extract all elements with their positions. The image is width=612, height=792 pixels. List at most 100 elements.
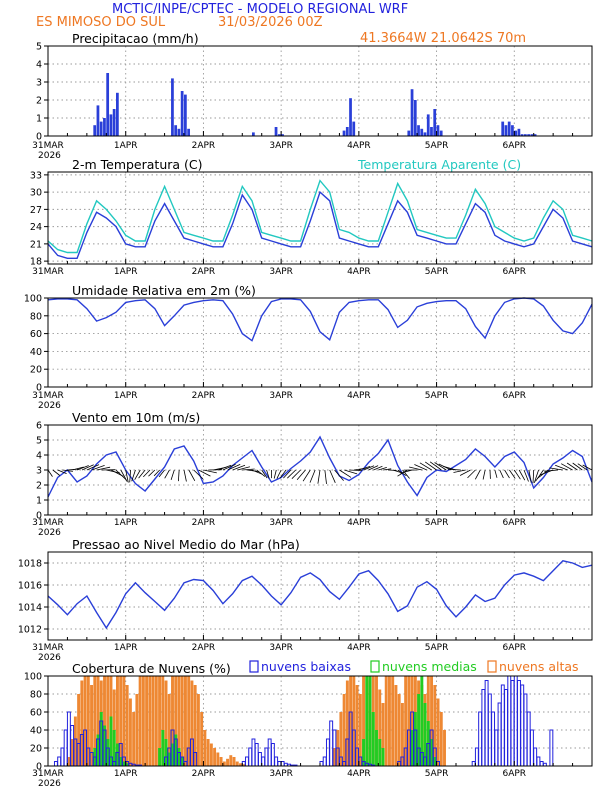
x-day-label: 3APR <box>269 391 293 401</box>
cloud-bar <box>132 712 136 766</box>
cloud-bar <box>433 685 437 766</box>
wind-arrow <box>429 461 442 471</box>
precip-bar <box>501 121 505 136</box>
precip-bar <box>116 92 119 136</box>
wind-arrow <box>81 464 94 471</box>
wind-arrow <box>203 469 217 474</box>
cloud-bar <box>174 734 178 766</box>
panel-frame <box>47 297 593 388</box>
y-tick-label: 100 <box>24 672 42 683</box>
x-day-label: 5APR <box>425 518 449 528</box>
wind-arrow <box>329 469 336 483</box>
cloud-bar <box>391 676 395 766</box>
wind-arrow <box>131 469 136 482</box>
precip-bar <box>274 127 278 136</box>
cloud-bar <box>332 748 336 766</box>
x-day-label: 2APR <box>192 769 216 779</box>
cloud-bar <box>93 676 97 766</box>
wind-arrow <box>134 469 141 480</box>
x-start-label: 31MAR <box>32 518 64 528</box>
y-tick-label: 0 <box>36 762 42 773</box>
wind-arrow <box>383 468 392 471</box>
cloud-bar <box>148 676 152 766</box>
wind-arrow <box>302 469 311 482</box>
x-day-label: 1APR <box>114 769 138 779</box>
precip-bar <box>514 130 518 136</box>
cloud-bar <box>222 761 226 766</box>
cloud-bar <box>342 694 346 766</box>
series-line <box>47 435 593 498</box>
wind-arrow <box>349 469 363 471</box>
wind-arrow <box>279 469 287 479</box>
wind-arrow <box>447 468 461 471</box>
panel-title: Precipitacao (mm/h) <box>72 31 199 46</box>
precip-bar <box>184 94 187 136</box>
cloud-bar <box>423 703 427 766</box>
y-tick-label: 33 <box>30 170 42 181</box>
x-day-label: 3APR <box>269 643 293 653</box>
wind-arrow <box>334 469 344 481</box>
cloud-bar <box>141 676 145 766</box>
cloud-bar <box>420 676 424 766</box>
x-day-label: 3APR <box>269 141 293 151</box>
wind-arrow <box>273 469 277 479</box>
x-day-label: 1APR <box>114 518 138 528</box>
cloud-bar <box>433 757 437 766</box>
series-2-m-temperatura <box>47 190 593 259</box>
cloud-bar <box>520 684 525 767</box>
cloud-bar <box>196 694 200 766</box>
cloud-bar <box>481 689 486 767</box>
legend-high-swatch <box>487 660 497 673</box>
precip-bar <box>252 132 255 136</box>
x-day-label: 1APR <box>114 643 138 653</box>
series-line <box>47 560 593 630</box>
x-day-label: 5APR <box>425 643 449 653</box>
cloud-bar <box>232 757 236 766</box>
wind-arrow <box>499 469 504 479</box>
cloud-bar <box>193 685 197 766</box>
cloud-bar <box>254 743 259 767</box>
x-day-label: 2APR <box>192 643 216 653</box>
wind-arrow <box>72 466 84 471</box>
wind-arrow <box>120 469 128 482</box>
y-tick-label: 30 <box>30 188 42 199</box>
cloud-bar <box>158 748 162 766</box>
y-tick-label: 1012 <box>18 625 42 636</box>
y-tick-label: 40 <box>30 347 42 358</box>
precip-bar <box>423 132 427 136</box>
precip-bar <box>439 130 443 136</box>
wind-arrow <box>419 462 432 471</box>
cloud-bar <box>378 739 382 766</box>
y-tick-label: 4 <box>36 60 42 71</box>
x-start-label: 31MAR <box>32 643 64 653</box>
legend-high-label: nuvens altas <box>499 659 579 674</box>
cloud-bar <box>245 756 249 767</box>
x-year-label: 2026 <box>38 528 61 538</box>
cloud-bar <box>274 756 279 767</box>
wind-arrow <box>158 469 165 478</box>
cloud-bar <box>381 703 385 766</box>
wind-arrow <box>572 462 583 471</box>
cloud-bar <box>177 676 181 766</box>
cloud-bar <box>187 676 191 766</box>
wind-arrow <box>164 469 170 479</box>
wind-arrow <box>76 465 89 471</box>
wind-arrow <box>509 469 516 479</box>
wind-arrow <box>52 469 61 476</box>
cloud-bar <box>151 676 155 766</box>
cloud-bar <box>339 712 343 766</box>
precip-bar <box>530 134 534 136</box>
cloud-bar <box>497 702 502 767</box>
wind-arrow <box>309 469 316 483</box>
cloud-bar <box>112 730 116 766</box>
panel-temp: 18 21 24 27 30 33 31MAR 1APR 2APR 3APR 4APR 5APR 6AP… <box>30 157 593 277</box>
cloud-bar <box>203 730 207 766</box>
cloud-bar <box>239 763 242 766</box>
cloud-bar <box>410 676 414 766</box>
cloud-bar <box>443 730 446 766</box>
cloud-bar <box>517 680 521 767</box>
x-day-label: 1APR <box>114 267 138 277</box>
x-day-label: 1APR <box>114 141 138 151</box>
cloud-bar <box>63 729 68 767</box>
